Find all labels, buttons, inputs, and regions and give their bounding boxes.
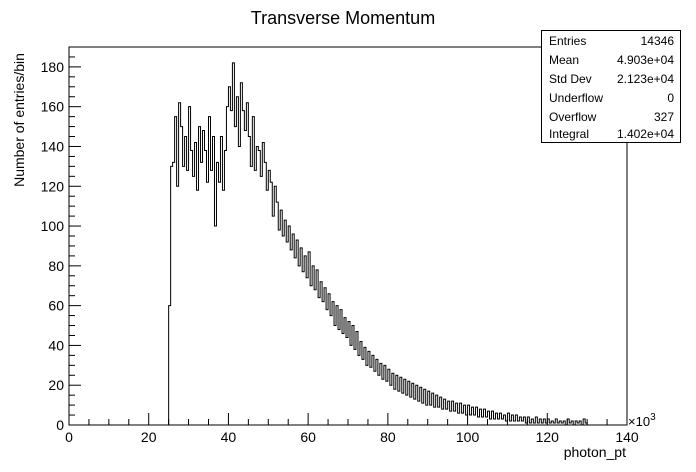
stats-value: 1.402e+04 (616, 127, 674, 141)
stats-row-overflow: Overflow 327 (549, 108, 674, 127)
stats-label: Integral (549, 127, 590, 141)
y-tick-label: 20 (48, 377, 64, 393)
stats-label: Mean (549, 53, 580, 67)
stats-label: Underflow (549, 91, 604, 105)
axis-ticks: 0 20 40 60 80 100 120 140 0 20 40 60 80 100 120 140 160 1… (41, 46, 639, 445)
x-axis-multiplier: ×103 (628, 412, 656, 429)
y-tick-label: 80 (48, 258, 64, 274)
stats-row-stddev: Std Dev 2.123e+04 (549, 70, 674, 89)
stats-value: 327 (653, 110, 674, 124)
x-tick-label: 140 (615, 429, 639, 445)
stats-value: 14346 (640, 34, 674, 48)
y-tick-label: 140 (41, 138, 65, 154)
y-tick-label: 120 (41, 178, 65, 194)
x-tick-label: 120 (536, 429, 560, 445)
x-tick-label: 100 (456, 429, 480, 445)
stats-box: Entries 14346 Mean 4.903e+04 Std Dev 2.1… (541, 30, 681, 143)
y-axis-label: Number of entries/bin (11, 53, 27, 187)
y-tick-label: 100 (41, 218, 65, 234)
x-axis-multiplier-base: ×10 (628, 414, 650, 429)
stats-row-integral: Integral 1.402e+04 (549, 125, 674, 144)
y-tick-label: 160 (41, 99, 65, 115)
x-tick-label: 40 (221, 429, 237, 445)
x-tick-label: 0 (65, 429, 73, 445)
x-tick-label: 20 (141, 429, 157, 445)
y-tick-label: 40 (48, 337, 64, 353)
stats-label: Std Dev (549, 72, 592, 86)
x-tick-label: 60 (300, 429, 316, 445)
y-tick-label: 60 (48, 298, 64, 314)
chart-title: Transverse Momentum (251, 8, 435, 28)
stats-value: 0 (667, 91, 674, 105)
stats-row-mean: Mean 4.903e+04 (549, 51, 674, 70)
stats-label: Entries (549, 34, 587, 48)
y-tick-label: 0 (56, 417, 64, 433)
histogram-series (168, 62, 588, 426)
x-tick-label: 80 (380, 429, 396, 445)
stats-value: 4.903e+04 (616, 53, 674, 67)
stats-row-entries: Entries 14346 (549, 32, 674, 51)
x-axis-label: photon_pt (564, 444, 626, 460)
stats-value: 2.123e+04 (616, 72, 674, 86)
stats-label: Overflow (549, 110, 597, 124)
y-tick-label: 180 (41, 59, 65, 75)
stats-row-underflow: Underflow 0 (549, 89, 674, 108)
x-axis-multiplier-exponent: 3 (650, 412, 656, 423)
